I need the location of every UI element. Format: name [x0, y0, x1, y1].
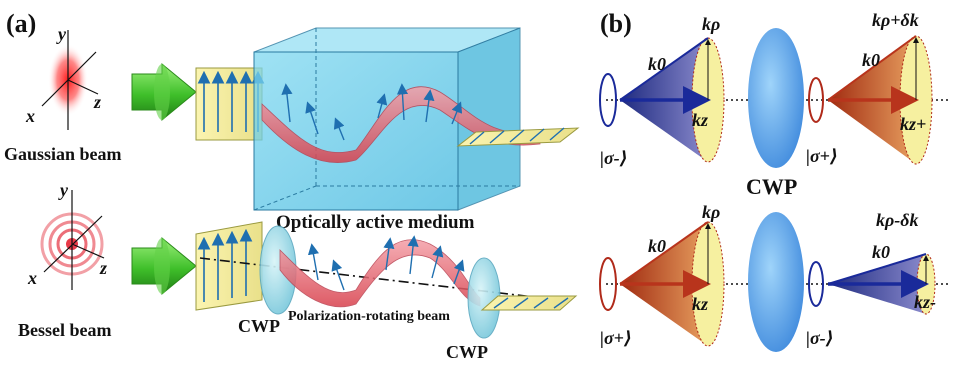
bl-k0: k0: [648, 236, 666, 256]
br-kz: kz-: [914, 292, 936, 312]
gaussian-beam-spot: y x z: [25, 24, 101, 130]
cone-top-right: k0 kρ+δk kz+ |σ+⟩: [806, 10, 933, 166]
br-krho: kρ-δk: [876, 210, 919, 230]
green-arrow-bottom: [131, 236, 197, 296]
tr-state: |σ+⟩: [806, 146, 838, 166]
br-state: |σ-⟩: [806, 328, 834, 348]
tr-kz: kz+: [900, 114, 926, 134]
bessel-beam-label: Bessel beam: [18, 320, 112, 340]
gaussian-axis-x: x: [25, 106, 35, 126]
bessel-axis-z: z: [99, 258, 107, 278]
tr-krho: kρ+δk: [872, 10, 919, 30]
bottom-rotating-wave: [279, 235, 481, 308]
bessel-beam-spot: y x z: [27, 180, 107, 290]
cone-top-left: k0 kρ kz |σ-⟩: [599, 14, 725, 168]
green-arrow-top: [131, 62, 197, 122]
panel-a-label: (a): [6, 9, 36, 38]
gaussian-axis-y: y: [56, 24, 67, 44]
tl-k0: k0: [648, 54, 666, 74]
beam-label: Polarization-rotating beam: [288, 309, 450, 324]
tl-kz: kz: [692, 110, 708, 130]
cwp-right-label: CWP: [446, 342, 488, 362]
bottom-input-polarization: [195, 221, 263, 311]
top-output-polarization: [456, 127, 580, 147]
bl-kz: kz: [692, 294, 708, 314]
bl-krho: kρ: [702, 202, 720, 222]
cwp-left-label: CWP: [238, 316, 280, 336]
tl-krho: kρ: [702, 14, 720, 34]
panel-b-cwp-top: [748, 28, 804, 168]
tl-state: |σ-⟩: [600, 148, 628, 168]
bl-state: |σ+⟩: [600, 328, 632, 348]
panel-b-cwp-bottom: [748, 212, 804, 352]
gaussian-beam-label: Gaussian beam: [4, 144, 122, 164]
bessel-axis-y: y: [58, 180, 69, 200]
tr-k0: k0: [862, 50, 880, 70]
panel-b-cwp-label: CWP: [746, 174, 797, 199]
cone-bottom-right: k0 kρ-δk kz- |σ-⟩: [806, 210, 936, 348]
panel-b-label: (b): [600, 9, 632, 38]
bessel-axis-x: x: [27, 268, 37, 288]
top-input-polarization: [195, 67, 265, 141]
cone-bottom-left: k0 kρ kz |σ+⟩: [599, 202, 725, 348]
br-k0: k0: [872, 242, 890, 262]
medium-label: Optically active medium: [276, 212, 475, 233]
bottom-output-polarization: [480, 295, 578, 311]
gaussian-axis-z: z: [93, 92, 101, 112]
